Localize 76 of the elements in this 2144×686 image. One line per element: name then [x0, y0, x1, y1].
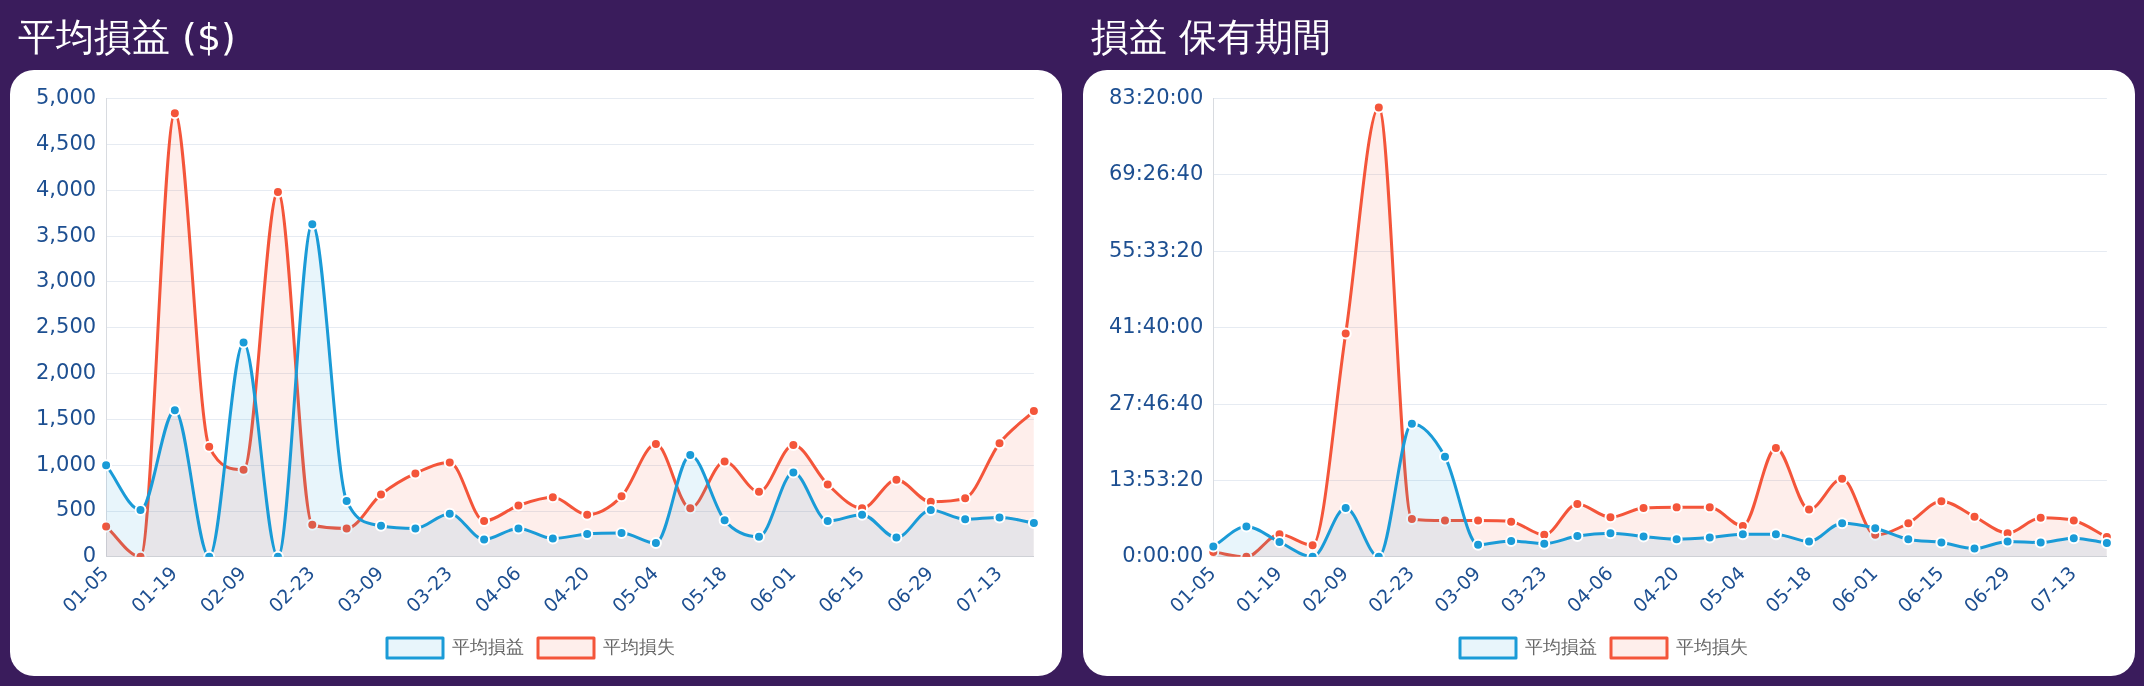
point	[649, 537, 662, 550]
y-tick-label: 55:33:20	[1108, 237, 1204, 262]
y-tick-label: 0:00:00	[1122, 543, 1204, 568]
point	[168, 404, 181, 417]
y-tick-label: 4,000	[35, 176, 97, 201]
legend-label: 平均損失	[1676, 635, 1748, 657]
y-tick-label: 13:53:20	[1108, 466, 1204, 491]
point	[821, 515, 834, 528]
point	[718, 514, 731, 527]
point	[924, 504, 937, 517]
point	[478, 533, 491, 546]
point	[512, 522, 525, 535]
point	[375, 519, 388, 532]
chart-title: 平均損益 ($)	[18, 14, 236, 61]
point	[1968, 542, 1981, 555]
point	[1405, 512, 1418, 525]
point	[1803, 503, 1816, 516]
point	[134, 504, 147, 517]
point	[1803, 535, 1816, 548]
y-tick-label: 69:26:40	[1108, 161, 1204, 186]
point	[581, 527, 594, 540]
point	[2034, 536, 2047, 549]
point	[546, 532, 559, 545]
point	[306, 518, 319, 531]
point	[1538, 537, 1551, 550]
y-tick-label: 1,000	[35, 451, 97, 476]
point	[1902, 533, 1915, 546]
y-tick-label: 0	[82, 543, 97, 568]
y-tick-label: 3,500	[35, 222, 97, 247]
point	[1670, 533, 1683, 546]
point	[2067, 532, 2080, 545]
y-tick-label: 2,000	[35, 360, 97, 384]
point	[615, 527, 628, 540]
point	[1505, 534, 1518, 547]
point	[959, 492, 972, 505]
point	[959, 513, 972, 526]
point	[890, 531, 903, 544]
y-tick-label: 4,500	[35, 130, 97, 155]
point	[787, 466, 800, 479]
point	[615, 490, 628, 503]
y-tick-label: 41:40:00	[1108, 314, 1204, 339]
legend-label: 平均損益	[452, 635, 524, 657]
point	[1902, 517, 1915, 530]
point	[752, 530, 765, 543]
point	[1306, 539, 1319, 552]
point	[856, 508, 869, 521]
chart-title: 損益 保有期間	[1091, 14, 1332, 61]
point	[1935, 536, 1948, 549]
point	[1472, 538, 1485, 551]
legend-label: 平均損益	[1525, 635, 1597, 657]
y-tick-label: 3,000	[35, 268, 97, 293]
point	[993, 511, 1006, 524]
point	[1769, 528, 1782, 541]
point	[237, 463, 250, 476]
point	[684, 502, 697, 515]
y-tick-label: 500	[56, 497, 97, 522]
point	[1604, 527, 1617, 540]
point	[2001, 535, 2014, 548]
y-tick-label: 5,000	[35, 85, 97, 110]
y-tick-label: 27:46:40	[1108, 390, 1204, 415]
point	[821, 478, 834, 491]
point	[409, 522, 422, 535]
point	[1836, 517, 1849, 530]
y-tick-label: 1,500	[35, 405, 97, 430]
point	[1571, 529, 1584, 542]
y-tick-label: 83:20:00	[1108, 85, 1204, 110]
point	[1273, 535, 1286, 548]
point	[1637, 530, 1650, 543]
point	[443, 507, 456, 520]
point	[1736, 528, 1749, 541]
point	[478, 515, 491, 528]
point	[1339, 501, 1352, 514]
point	[1703, 531, 1716, 544]
legend-label: 平均損失	[603, 635, 675, 657]
y-tick-label: 2,500	[35, 314, 97, 339]
point	[1207, 540, 1220, 553]
